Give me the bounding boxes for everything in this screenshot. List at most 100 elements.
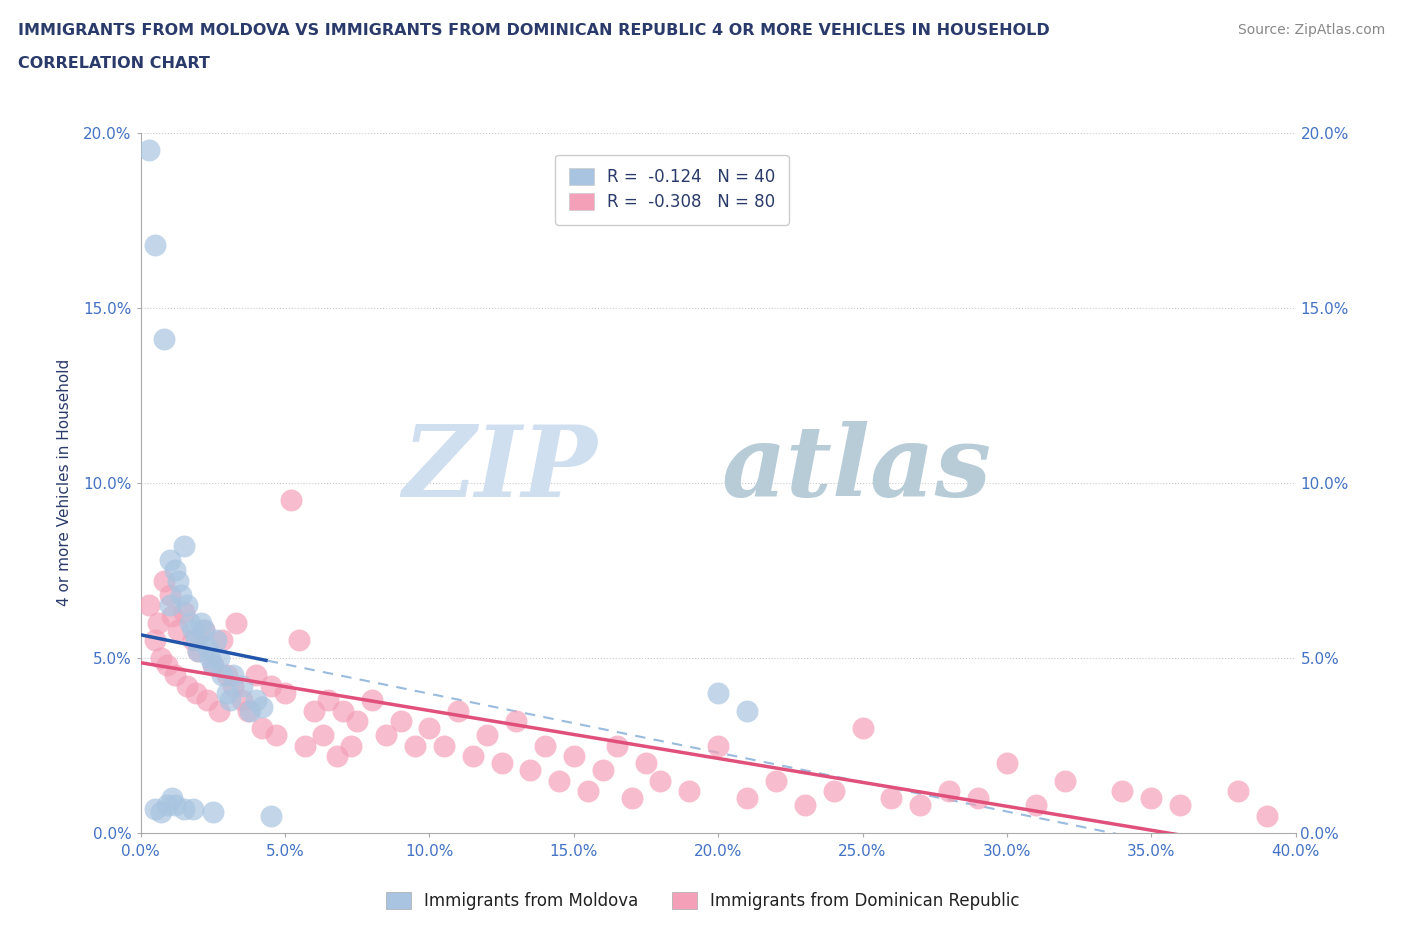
Point	[208, 650, 231, 665]
Point	[165, 798, 187, 813]
Point	[173, 538, 195, 553]
Point	[592, 763, 614, 777]
Point	[201, 658, 224, 672]
Point	[266, 727, 288, 742]
Point	[167, 574, 190, 589]
Point	[239, 703, 262, 718]
Point	[181, 801, 204, 816]
Point	[193, 622, 215, 637]
Point	[1226, 784, 1249, 799]
Point	[176, 598, 198, 613]
Point	[143, 237, 166, 252]
Point	[143, 801, 166, 816]
Point	[735, 790, 758, 805]
Point	[219, 693, 242, 708]
Point	[995, 755, 1018, 770]
Point	[1111, 784, 1133, 799]
Point	[433, 738, 456, 753]
Point	[910, 798, 932, 813]
Point	[620, 790, 643, 805]
Point	[650, 773, 672, 788]
Point	[225, 616, 247, 631]
Point	[1025, 798, 1047, 813]
Point	[418, 721, 440, 736]
Point	[1256, 808, 1278, 823]
Point	[1053, 773, 1076, 788]
Point	[340, 738, 363, 753]
Text: Source: ZipAtlas.com: Source: ZipAtlas.com	[1237, 23, 1385, 37]
Legend: R =  -0.124   N = 40, R =  -0.308   N = 80: R = -0.124 N = 40, R = -0.308 N = 80	[555, 155, 789, 225]
Point	[222, 668, 245, 683]
Point	[245, 693, 267, 708]
Point	[173, 801, 195, 816]
Point	[375, 727, 398, 742]
Point	[179, 616, 201, 631]
Point	[250, 721, 273, 736]
Point	[823, 784, 845, 799]
Point	[159, 598, 181, 613]
Point	[217, 668, 239, 683]
Point	[198, 650, 221, 665]
Point	[707, 738, 730, 753]
Point	[165, 563, 187, 578]
Point	[519, 763, 541, 777]
Point	[793, 798, 815, 813]
Point	[967, 790, 990, 805]
Point	[184, 685, 207, 700]
Point	[201, 804, 224, 819]
Point	[156, 798, 179, 813]
Point	[143, 633, 166, 648]
Legend: Immigrants from Moldova, Immigrants from Dominican Republic: Immigrants from Moldova, Immigrants from…	[380, 885, 1026, 917]
Point	[231, 679, 253, 694]
Point	[195, 640, 218, 655]
Point	[938, 784, 960, 799]
Point	[152, 332, 174, 347]
Point	[288, 633, 311, 648]
Point	[534, 738, 557, 753]
Point	[204, 633, 226, 648]
Point	[576, 784, 599, 799]
Text: IMMIGRANTS FROM MOLDOVA VS IMMIGRANTS FROM DOMINICAN REPUBLIC 4 OR MORE VEHICLES: IMMIGRANTS FROM MOLDOVA VS IMMIGRANTS FR…	[18, 23, 1050, 38]
Point	[505, 713, 527, 728]
Point	[201, 658, 224, 672]
Point	[851, 721, 873, 736]
Point	[259, 808, 281, 823]
Point	[562, 749, 585, 764]
Point	[222, 679, 245, 694]
Point	[1168, 798, 1191, 813]
Point	[548, 773, 571, 788]
Point	[707, 685, 730, 700]
Point	[187, 644, 209, 658]
Point	[146, 616, 169, 631]
Point	[162, 790, 184, 805]
Point	[1140, 790, 1163, 805]
Text: ZIP: ZIP	[402, 420, 598, 517]
Point	[181, 633, 204, 648]
Point	[217, 685, 239, 700]
Point	[211, 633, 233, 648]
Point	[765, 773, 787, 788]
Point	[318, 693, 340, 708]
Point	[149, 804, 172, 819]
Point	[447, 703, 470, 718]
Y-axis label: 4 or more Vehicles in Household: 4 or more Vehicles in Household	[58, 359, 72, 606]
Point	[302, 703, 325, 718]
Point	[187, 644, 209, 658]
Point	[173, 605, 195, 620]
Point	[236, 703, 259, 718]
Point	[193, 622, 215, 637]
Point	[176, 679, 198, 694]
Point	[156, 658, 179, 672]
Point	[152, 574, 174, 589]
Point	[231, 693, 253, 708]
Point	[138, 598, 160, 613]
Point	[259, 679, 281, 694]
Point	[162, 608, 184, 623]
Point	[280, 493, 302, 508]
Point	[184, 633, 207, 648]
Point	[167, 622, 190, 637]
Point	[491, 755, 513, 770]
Point	[346, 713, 368, 728]
Point	[159, 552, 181, 567]
Point	[274, 685, 297, 700]
